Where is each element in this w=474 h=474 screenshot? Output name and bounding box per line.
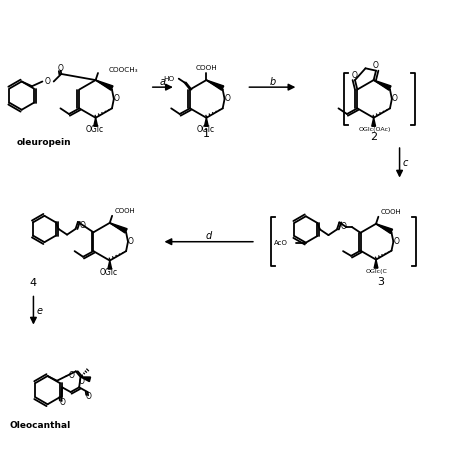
Text: O: O <box>45 77 51 86</box>
Text: oleuropein: oleuropein <box>17 138 71 147</box>
Text: OGlc(C: OGlc(C <box>366 269 388 274</box>
Text: O: O <box>392 94 398 103</box>
Text: e: e <box>37 306 43 316</box>
Polygon shape <box>374 260 378 268</box>
Text: O: O <box>373 62 379 71</box>
Text: OGlc(OAc): OGlc(OAc) <box>358 127 391 132</box>
Text: b: b <box>269 77 275 87</box>
Polygon shape <box>96 80 113 90</box>
Text: O: O <box>86 392 92 401</box>
Text: O: O <box>225 94 230 103</box>
Polygon shape <box>81 377 91 382</box>
Polygon shape <box>376 224 392 234</box>
Text: COOH: COOH <box>195 65 217 71</box>
Text: O: O <box>68 371 74 380</box>
Text: COOH: COOH <box>381 210 401 216</box>
Text: O: O <box>79 221 85 230</box>
Text: d: d <box>206 231 212 241</box>
Text: O: O <box>352 71 358 80</box>
Text: O: O <box>393 237 399 246</box>
Text: Oleocanthal: Oleocanthal <box>9 421 71 430</box>
Text: O: O <box>79 377 84 386</box>
Text: COOH: COOH <box>115 208 135 214</box>
Text: OGlc: OGlc <box>86 125 104 134</box>
Text: COOCH₃: COOCH₃ <box>109 67 138 73</box>
Text: OGlc: OGlc <box>196 125 215 134</box>
Text: 3: 3 <box>377 277 384 287</box>
Text: c: c <box>403 157 409 167</box>
Polygon shape <box>108 261 112 269</box>
Polygon shape <box>372 118 375 126</box>
Text: 1: 1 <box>203 129 210 139</box>
Text: a: a <box>160 77 165 87</box>
Text: HO: HO <box>163 76 174 82</box>
Text: O: O <box>341 222 346 231</box>
Polygon shape <box>206 80 224 90</box>
Polygon shape <box>374 80 391 90</box>
Text: O: O <box>59 398 65 407</box>
Text: O: O <box>114 94 119 103</box>
Text: O: O <box>128 237 134 246</box>
Text: 2: 2 <box>370 132 377 142</box>
Text: AcO: AcO <box>274 240 288 246</box>
Polygon shape <box>110 223 127 233</box>
Text: OGlc: OGlc <box>100 268 118 277</box>
Polygon shape <box>204 118 208 126</box>
Text: 4: 4 <box>30 278 37 288</box>
Polygon shape <box>94 118 98 126</box>
Text: O: O <box>57 64 63 73</box>
